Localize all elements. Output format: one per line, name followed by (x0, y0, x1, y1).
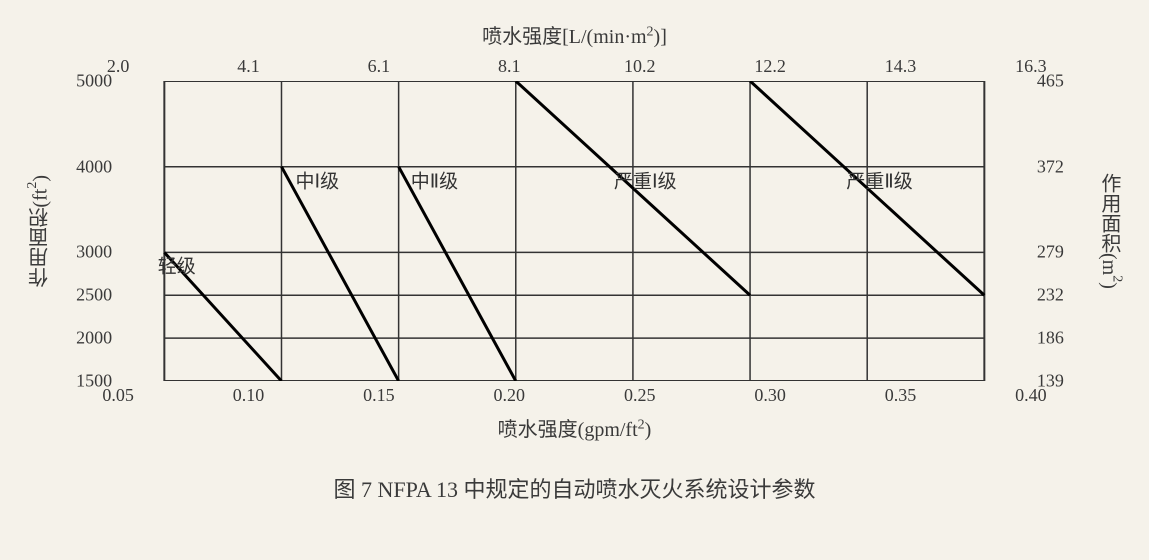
series-label: 严重Ⅰ级 (614, 166, 677, 193)
series-label: 中Ⅰ级 (295, 166, 339, 193)
plot-area: 轻级 中Ⅰ级 中Ⅱ级 严重Ⅰ级 严重Ⅱ级 (118, 81, 1031, 381)
series-label: 严重Ⅱ级 (846, 166, 912, 193)
y-tick-left: 4000 (76, 156, 112, 177)
x-tick-bottom: 0.20 (494, 385, 526, 406)
y-tick-left: 3000 (76, 242, 112, 263)
plot-wrap: 作用面积(ft2) 2.04.16.18.110.212.214.316.3 1… (25, 57, 1125, 405)
chart-container: 喷水强度[L/(min·m2)] 作用面积(ft2) 2.04.16.18.11… (25, 20, 1125, 504)
x-tick-bottom: 0.40 (1015, 385, 1047, 406)
x-tick-top: 14.3 (885, 56, 917, 77)
x-tick-bottom: 0.05 (102, 385, 134, 406)
x-tick-top: 8.1 (498, 56, 521, 77)
x-tick-bottom: 0.15 (363, 385, 395, 406)
x-tick-top: 10.2 (624, 56, 656, 77)
plot-cell: 2.04.16.18.110.212.214.316.3 15002000250… (60, 57, 1089, 405)
chart-svg (118, 81, 1031, 381)
y-tick-right: 372 (1037, 156, 1064, 177)
y-tick-right: 186 (1037, 328, 1064, 349)
x-ticks-bottom: 0.050.100.150.200.250.300.350.40 (118, 381, 1031, 405)
x-axis-top-title: 喷水强度[L/(min·m2)] (25, 20, 1125, 49)
x-axis-bottom-title: 喷水强度(gpm/ft2) (25, 413, 1125, 442)
x-tick-bottom: 0.10 (233, 385, 265, 406)
y-tick-right: 465 (1037, 71, 1064, 92)
y-tick-right: 279 (1037, 242, 1064, 263)
y-ticks-right: 139186232279372465 (1031, 81, 1089, 381)
chart-caption: 图 7 NFPA 13 中规定的自动喷水灭火系统设计参数 (25, 472, 1125, 504)
series-label: 轻级 (158, 252, 196, 279)
y-tick-left: 5000 (76, 71, 112, 92)
x-tick-bottom: 0.30 (754, 385, 786, 406)
x-tick-top: 12.2 (754, 56, 786, 77)
x-tick-top: 6.1 (368, 56, 391, 77)
x-tick-top: 4.1 (237, 56, 260, 77)
y-axis-right-title: 作用面积(m2) (1095, 173, 1125, 289)
y-tick-right: 232 (1037, 285, 1064, 306)
y-ticks-left: 150020002500300040005000 (60, 81, 118, 381)
y-tick-left: 2500 (76, 285, 112, 306)
y-axis-left-title: 作用面积(ft2) (25, 175, 55, 288)
x-tick-bottom: 0.35 (885, 385, 917, 406)
x-ticks-top: 2.04.16.18.110.212.214.316.3 (118, 57, 1031, 81)
series-label: 中Ⅱ级 (411, 166, 458, 193)
x-tick-bottom: 0.25 (624, 385, 656, 406)
y-tick-left: 2000 (76, 328, 112, 349)
